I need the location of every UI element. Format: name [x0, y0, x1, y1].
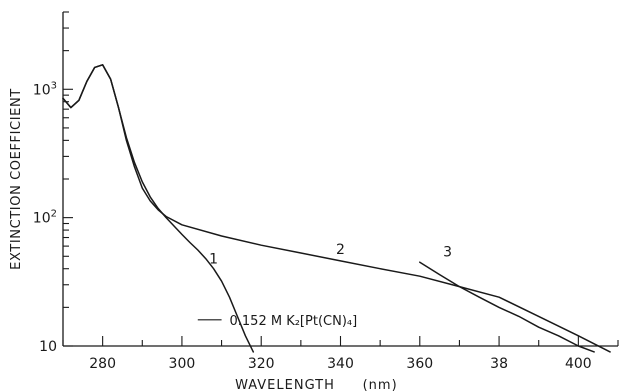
- curve-1: [62, 64, 255, 353]
- x-tick-label: 400: [565, 356, 592, 372]
- ticks: [62, 11, 619, 347]
- x-axis-unit: (nm): [363, 378, 398, 392]
- x-tick-label: 320: [248, 356, 275, 372]
- curve-label-3: 3: [443, 244, 452, 260]
- y-axis-title: EXTINCTION COEFFICIENT: [9, 88, 24, 270]
- x-axis-title: WAVELENGTH: [235, 378, 335, 392]
- axes: [62, 12, 618, 347]
- curve-3: [419, 261, 595, 353]
- curve-2: [62, 64, 611, 353]
- curves: [62, 64, 611, 353]
- y-tick-label: 102: [33, 209, 57, 227]
- labels: 280 300 320 340 360 38 400 10 102 103 EXTINCTION C…: [9, 80, 592, 392]
- curve-label-1: 1: [209, 251, 218, 267]
- y-tick-label: 103: [33, 80, 57, 98]
- x-tick-label: 340: [327, 356, 354, 372]
- x-tick-label: 360: [406, 356, 433, 372]
- x-tick-label: 280: [89, 356, 116, 372]
- y-tick-label: 10: [39, 339, 57, 355]
- curve-label-2: 2: [336, 242, 345, 258]
- legend-text: 0.152 M K₂[Pt(CN)₄]: [230, 314, 358, 329]
- x-tick-label: 300: [169, 356, 196, 372]
- x-tick-label: 38: [490, 356, 508, 372]
